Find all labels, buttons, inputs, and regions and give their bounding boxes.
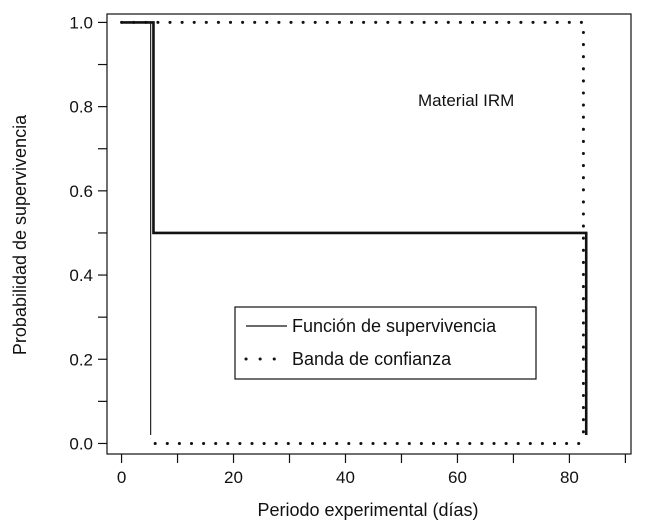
legend-box — [234, 306, 537, 380]
plot-border — [106, 13, 632, 455]
plot-frame — [106, 13, 632, 455]
y-tick-label: 0.8 — [69, 98, 93, 117]
x-tick-label: 40 — [336, 468, 355, 487]
y-tick-label: 0.6 — [69, 182, 93, 201]
x-tick-label: 80 — [560, 468, 579, 487]
legend-entry-confidence: Banda de confianza — [292, 349, 452, 369]
y-tick-label: 0.0 — [69, 434, 93, 453]
y-axis-title: Probabilidad de supervivencia — [10, 114, 30, 355]
axis-ticks: 0 20 40 60 80 0.0 0.2 0.4 0.6 0.8 1.0 — [69, 13, 627, 487]
y-tick-label: 1.0 — [69, 13, 93, 32]
legend: Función de supervivencia Banda de confia… — [234, 306, 537, 380]
y-tick-label: 0.2 — [69, 350, 93, 369]
legend-entry-survival: Función de supervivencia — [292, 316, 497, 336]
x-axis-title: Periodo experimental (días) — [257, 500, 478, 520]
y-tick-label: 0.4 — [69, 266, 93, 285]
annotation-label: Material IRM — [418, 91, 514, 110]
x-tick-label: 0 — [117, 468, 126, 487]
x-tick-label: 60 — [448, 468, 467, 487]
series-lines — [120, 20, 588, 445]
survival-function-line — [121, 21, 588, 436]
x-tick-label: 20 — [224, 468, 243, 487]
